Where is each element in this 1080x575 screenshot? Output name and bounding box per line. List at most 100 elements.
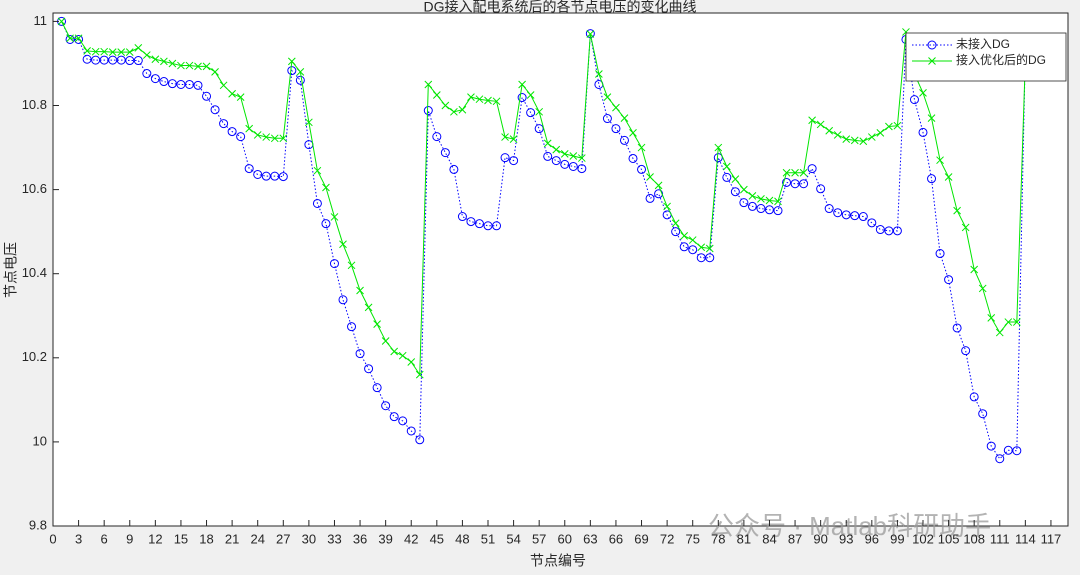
marker — [568, 161, 578, 171]
marker — [603, 93, 612, 101]
marker — [705, 244, 714, 253]
marker — [184, 79, 194, 89]
marker — [339, 240, 347, 249]
marker — [970, 265, 979, 274]
marker — [526, 108, 536, 118]
marker — [731, 175, 740, 183]
marker — [449, 164, 459, 174]
marker — [66, 34, 74, 43]
marker — [722, 172, 732, 182]
marker — [295, 75, 305, 85]
marker — [227, 127, 237, 137]
marker — [705, 253, 715, 263]
marker — [466, 217, 476, 227]
legend-label: 未接入DG — [956, 36, 1010, 51]
legend-marker — [927, 40, 937, 50]
marker — [696, 253, 706, 263]
marker — [875, 225, 885, 235]
marker — [279, 134, 288, 143]
marker — [159, 77, 169, 87]
x-tick-label: 105 — [938, 531, 960, 546]
marker — [602, 114, 612, 124]
marker — [501, 133, 509, 141]
watermark: 公众号 · Matlab科研助手 — [708, 511, 991, 541]
marker — [287, 57, 296, 66]
marker — [518, 80, 526, 89]
marker — [892, 226, 902, 236]
marker — [714, 143, 723, 152]
marker — [825, 126, 834, 135]
marker — [782, 168, 791, 177]
x-tick-label: 9 — [126, 531, 133, 546]
x-tick-label: 117 — [1041, 531, 1062, 546]
marker — [415, 370, 424, 379]
marker — [799, 179, 809, 189]
marker — [739, 198, 749, 208]
marker — [858, 212, 868, 222]
marker — [1012, 446, 1022, 456]
marker — [730, 187, 740, 197]
marker — [305, 118, 313, 127]
y-axis-label: 节点电压 — [3, 242, 19, 298]
marker — [867, 218, 877, 228]
marker — [841, 210, 851, 220]
marker — [211, 68, 219, 76]
marker — [927, 114, 936, 122]
marker — [492, 97, 501, 106]
marker — [773, 206, 783, 216]
marker — [671, 219, 680, 228]
marker — [995, 328, 1004, 337]
marker — [1004, 318, 1013, 326]
x-tick-label: 3 — [75, 531, 82, 546]
marker — [82, 54, 92, 64]
marker — [467, 93, 475, 101]
marker — [612, 103, 620, 112]
marker — [398, 351, 407, 360]
x-tick-label: 111 — [990, 531, 1010, 546]
marker — [347, 261, 356, 270]
marker — [193, 80, 203, 90]
marker — [534, 124, 544, 134]
marker — [885, 122, 893, 131]
x-tick-label: 75 — [685, 531, 699, 546]
x-tick-label: 18 — [199, 531, 213, 546]
marker — [526, 91, 535, 99]
marker — [483, 221, 493, 231]
marker — [142, 69, 152, 79]
marker — [748, 192, 757, 200]
marker — [83, 46, 91, 55]
marker — [202, 62, 211, 71]
marker — [935, 249, 945, 259]
marker — [595, 70, 603, 78]
marker — [551, 156, 561, 166]
marker — [586, 30, 595, 38]
marker — [952, 323, 962, 333]
marker — [500, 153, 510, 163]
marker — [253, 169, 263, 179]
marker — [151, 55, 160, 64]
marker — [210, 105, 220, 115]
marker — [160, 57, 168, 66]
marker — [637, 164, 647, 174]
x-tick-label: 27 — [276, 531, 290, 546]
marker — [142, 51, 151, 59]
marker — [176, 79, 186, 89]
x-tick-label: 108 — [963, 531, 985, 546]
x-tick-label: 69 — [634, 531, 648, 546]
x-tick-label: 102 — [912, 531, 934, 546]
marker — [236, 93, 245, 101]
x-tick-label: 93 — [839, 531, 853, 546]
marker — [740, 185, 748, 194]
x-tick-label: 36 — [353, 531, 367, 546]
marker — [560, 150, 569, 158]
marker — [833, 208, 843, 218]
x-tick-label: 60 — [558, 531, 572, 546]
x-tick-label: 81 — [737, 531, 751, 546]
marker — [577, 154, 586, 162]
marker — [457, 212, 467, 222]
marker — [312, 198, 322, 208]
marker — [697, 243, 706, 252]
marker — [450, 107, 458, 116]
marker — [245, 124, 254, 133]
